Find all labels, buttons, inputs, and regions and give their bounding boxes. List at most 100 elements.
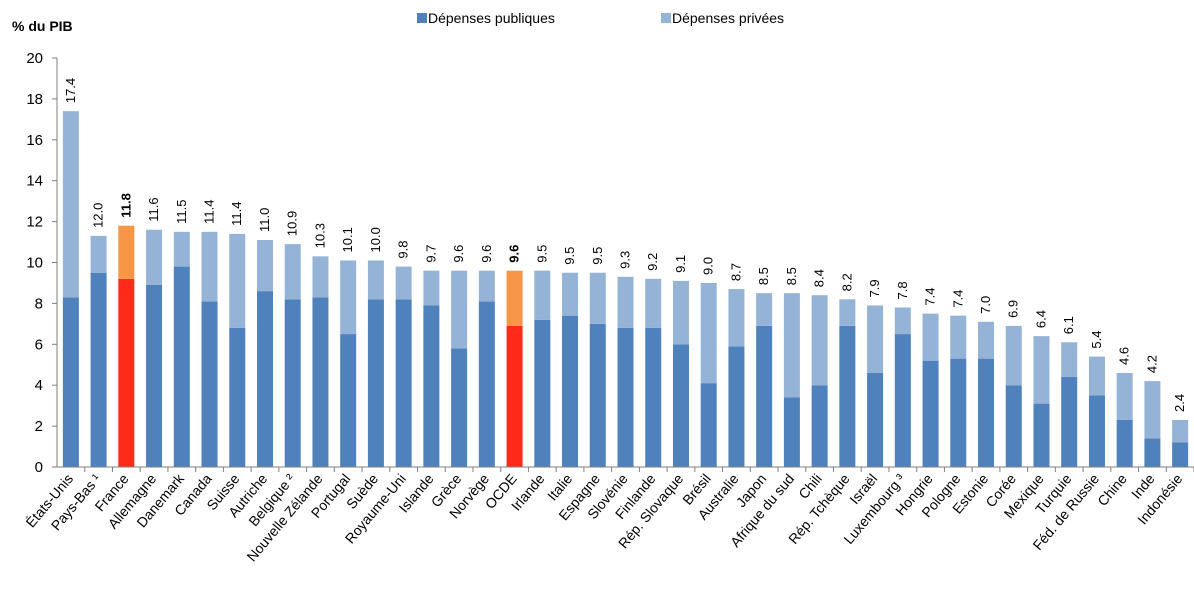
y-tick-label: 20 bbox=[26, 50, 43, 67]
total-data-label: 8.4 bbox=[812, 269, 827, 287]
bar-private-segment bbox=[62, 111, 79, 298]
y-tick-label: 18 bbox=[26, 91, 43, 108]
bar-private-segment bbox=[173, 231, 190, 267]
legend-swatch-private bbox=[661, 13, 671, 23]
y-tick-label: 2 bbox=[35, 418, 43, 435]
bar-private-segment bbox=[478, 270, 495, 302]
total-data-label: 7.4 bbox=[950, 290, 965, 308]
bar-public-segment bbox=[229, 327, 246, 467]
y-tick-label: 12 bbox=[26, 214, 43, 231]
bar-public-segment bbox=[284, 299, 301, 467]
bar-public-segment bbox=[839, 325, 856, 467]
bar-private-segment bbox=[562, 272, 579, 316]
bar-private-segment bbox=[950, 315, 967, 359]
bar-private-segment bbox=[340, 260, 357, 335]
bar-public-segment bbox=[118, 278, 135, 467]
bar-private-segment bbox=[312, 256, 329, 298]
bar-public-segment bbox=[423, 305, 440, 467]
bar-public-segment bbox=[478, 301, 495, 467]
total-data-label: 9.6 bbox=[479, 245, 494, 263]
bar-private-segment bbox=[423, 270, 440, 306]
total-data-label: 17.4 bbox=[63, 78, 78, 103]
bar-public-segment bbox=[894, 334, 911, 467]
bar-public-segment bbox=[367, 299, 384, 467]
bar-public-segment bbox=[562, 315, 579, 467]
total-data-label: 11.4 bbox=[229, 202, 244, 226]
total-data-label: 9.6 bbox=[451, 245, 466, 263]
x-category-label: Chine bbox=[1094, 470, 1130, 508]
bar-public-segment bbox=[950, 358, 967, 467]
legend-label-private: Dépenses privées bbox=[672, 10, 784, 26]
bar-public-segment bbox=[1061, 377, 1078, 467]
total-data-label: 8.2 bbox=[839, 273, 854, 291]
total-data-label: 10.0 bbox=[368, 227, 383, 252]
legend: Dépenses publiques Dépenses privées bbox=[417, 10, 784, 26]
total-data-label: 9.2 bbox=[645, 253, 660, 271]
y-axis: 0 2 4 6 8 10 12 14 16 18 20 bbox=[26, 50, 58, 476]
bar-private-segment bbox=[617, 276, 634, 328]
bar-public-segment bbox=[756, 325, 773, 467]
bar-public-segment bbox=[1172, 442, 1189, 467]
bar-private-segment bbox=[1116, 372, 1133, 420]
total-data-label: 9.5 bbox=[590, 247, 605, 265]
total-data-label: 11.5 bbox=[174, 199, 189, 223]
bar-private-segment bbox=[284, 244, 301, 300]
legend-label-public: Dépenses publiques bbox=[428, 10, 555, 26]
bar-public-segment bbox=[62, 297, 79, 467]
bar-private-segment bbox=[589, 272, 606, 324]
bar-private-segment bbox=[867, 305, 884, 373]
y-tick-label: 8 bbox=[35, 295, 43, 312]
bar-public-segment bbox=[534, 319, 551, 467]
bar-series bbox=[62, 111, 1189, 467]
total-data-label: 11.6 bbox=[146, 197, 161, 221]
bar-private-segment bbox=[201, 231, 218, 302]
bar-public-segment bbox=[506, 325, 523, 467]
total-data-label: 7.8 bbox=[895, 281, 910, 299]
total-data-label: 9.5 bbox=[562, 247, 577, 265]
bar-private-segment bbox=[700, 282, 717, 384]
y-tick-label: 6 bbox=[35, 336, 43, 353]
bar-private-segment bbox=[534, 270, 551, 320]
bar-private-segment bbox=[506, 270, 523, 326]
bar-private-segment bbox=[1144, 381, 1161, 439]
bar-public-segment bbox=[867, 372, 884, 467]
total-data-label: 4.2 bbox=[1144, 355, 1159, 373]
bar-public-segment bbox=[1033, 403, 1050, 467]
bar-public-segment bbox=[783, 397, 800, 467]
total-data-label: 6.9 bbox=[1006, 300, 1021, 318]
total-data-label: 9.7 bbox=[423, 245, 438, 263]
total-data-label: 9.0 bbox=[701, 257, 716, 275]
bar-private-segment bbox=[146, 229, 163, 285]
bar-public-segment bbox=[672, 344, 689, 467]
total-data-label: 12.0 bbox=[91, 203, 106, 228]
total-data-label: 9.1 bbox=[673, 255, 688, 273]
total-data-label: 11.0 bbox=[257, 208, 272, 232]
total-data-label: 8.7 bbox=[728, 263, 743, 281]
bar-public-segment bbox=[728, 346, 745, 467]
data-labels: 17.4 12.0 11.8 11.6 11.5 11.4 11.4 11.0 10.9 10.3… bbox=[63, 78, 1187, 412]
total-data-label: 9.6 bbox=[507, 245, 522, 263]
bar-public-segment bbox=[1088, 395, 1105, 467]
total-data-label: 7.0 bbox=[978, 296, 993, 314]
total-data-label: 10.3 bbox=[312, 223, 327, 248]
total-data-label: 7.4 bbox=[923, 288, 938, 306]
total-data-label: 9.8 bbox=[396, 241, 411, 259]
bar-private-segment bbox=[118, 225, 135, 279]
bar-public-segment bbox=[1005, 385, 1022, 467]
bar-public-segment bbox=[312, 297, 329, 467]
bar-public-segment bbox=[1144, 438, 1161, 467]
bar-public-segment bbox=[256, 291, 273, 467]
bar-public-segment bbox=[451, 348, 468, 467]
total-data-label: 10.9 bbox=[285, 211, 300, 236]
total-data-label: 6.4 bbox=[1033, 310, 1048, 328]
bar-private-segment bbox=[839, 299, 856, 326]
bar-private-segment bbox=[645, 278, 662, 328]
bar-private-segment bbox=[672, 280, 689, 345]
y-tick-label: 14 bbox=[26, 173, 43, 190]
bar-private-segment bbox=[451, 270, 468, 349]
bar-public-segment bbox=[395, 299, 412, 467]
bar-private-segment bbox=[978, 321, 995, 359]
y-tick-label: 4 bbox=[35, 377, 43, 394]
